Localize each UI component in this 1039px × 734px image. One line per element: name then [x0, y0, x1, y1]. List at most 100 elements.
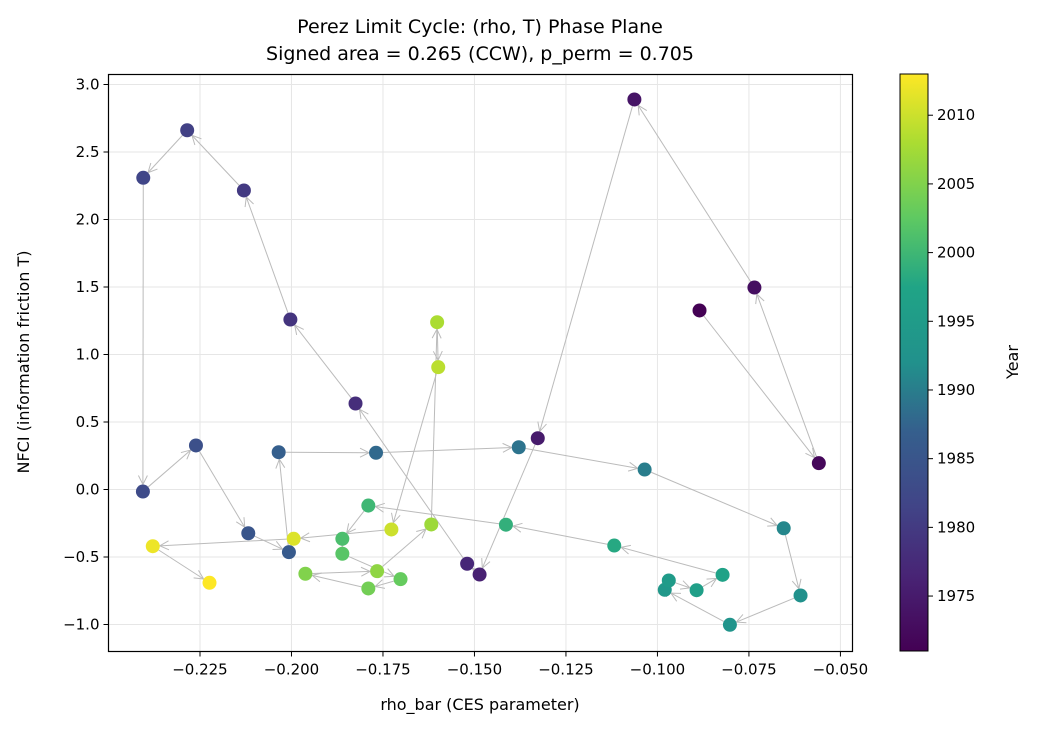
colorbar-ticks: 1975 1980 1985 1990 1995 2000 2005 2010	[928, 106, 975, 605]
point-1978	[349, 397, 363, 411]
arrow-line	[255, 536, 283, 549]
point-1990	[638, 463, 652, 477]
arrow-line	[192, 135, 239, 185]
arrow-line	[246, 197, 288, 313]
arrow-line	[437, 329, 438, 360]
point-1983	[136, 485, 150, 499]
arrow-line	[513, 526, 608, 544]
y-tick-label: 0.0	[76, 480, 100, 498]
colorbar-tick-label: 1980	[937, 518, 975, 536]
point-2006	[370, 564, 384, 578]
colorbar-tick-label: 1985	[937, 450, 975, 468]
x-tick-label: −0.075	[721, 661, 777, 679]
point-1971	[693, 303, 707, 317]
point-1974	[627, 92, 641, 106]
arrows	[138, 105, 816, 622]
y-tick-label: −0.5	[63, 548, 99, 566]
arrow-line	[383, 448, 512, 453]
arrow-line	[482, 445, 535, 568]
point-1996	[690, 583, 704, 597]
colorbar-tick-label: 2000	[937, 244, 975, 262]
chart-title-line2: Signed area = 0.265 (CCW), p_perm = 0.70…	[266, 43, 694, 65]
y-axis: −1.0−0.50.00.51.01.52.02.53.0	[63, 75, 108, 633]
point-1986	[282, 545, 296, 559]
x-tick-label: −0.100	[630, 661, 686, 679]
y-tick-label: 1.5	[76, 278, 100, 296]
point-1982	[136, 171, 150, 185]
point-1998	[607, 539, 621, 553]
x-tick-label: −0.050	[813, 661, 869, 679]
point-1991	[777, 521, 791, 535]
point-1989	[512, 440, 526, 454]
point-2000	[361, 499, 375, 513]
point-2011	[287, 532, 301, 546]
y-tick-label: 1.0	[76, 345, 100, 363]
point-1980	[237, 183, 251, 197]
chart-title-line1: Perez Limit Cycle: (rho, T) Phase Plane	[297, 16, 663, 38]
x-tick-label: −0.175	[355, 661, 411, 679]
point-2003	[394, 572, 408, 586]
point-1988	[369, 446, 383, 460]
arrow-line	[148, 135, 182, 172]
arrow-line	[757, 294, 817, 456]
point-1995	[662, 573, 676, 587]
colorbar-tick-label: 2010	[937, 106, 975, 124]
colorbar	[900, 74, 928, 651]
point-2008	[430, 315, 444, 329]
arrow-line	[621, 547, 716, 573]
point-1985	[241, 526, 255, 540]
arrow-line	[148, 450, 190, 487]
point-2009	[431, 360, 445, 374]
x-tick-label: −0.150	[447, 661, 503, 679]
point-1977	[460, 557, 474, 571]
y-tick-label: 3.0	[76, 75, 100, 93]
point-1975	[531, 431, 545, 445]
point-2013	[203, 576, 217, 590]
arrow-line	[347, 511, 364, 533]
point-1979	[283, 313, 297, 327]
arrow-line	[312, 571, 370, 573]
arrow-line	[704, 316, 815, 458]
arrow-line	[279, 459, 288, 545]
arrow-line	[736, 598, 794, 622]
colorbar-tick-label: 1990	[937, 381, 975, 399]
x-axis: −0.225 −0.200 −0.175 −0.150 −0.125 −0.100 −0.0…	[172, 652, 868, 679]
point-1987	[272, 445, 286, 459]
arrow-line	[159, 550, 204, 579]
point-1973	[747, 281, 761, 295]
arrow-line	[295, 325, 352, 398]
x-axis-label: rho_bar (CES parameter)	[380, 695, 579, 715]
point-2012	[146, 539, 160, 553]
arrow-line	[651, 472, 777, 525]
arrow-line	[540, 106, 633, 431]
x-tick-label: −0.225	[172, 661, 228, 679]
point-1992	[794, 588, 808, 602]
point-1981	[180, 123, 194, 137]
y-tick-label: 2.0	[76, 210, 100, 228]
y-axis-label: NFCI (information friction T)	[14, 250, 33, 473]
point-2005	[298, 567, 312, 581]
point-1999	[499, 518, 513, 532]
point-1997	[716, 568, 730, 582]
points	[136, 92, 826, 631]
point-1972	[812, 456, 826, 470]
point-1993	[723, 618, 737, 632]
arrow-line	[393, 374, 436, 523]
x-tick-label: −0.125	[538, 661, 594, 679]
arrow-line	[638, 105, 751, 281]
arrow-line	[360, 409, 464, 558]
point-1984	[189, 438, 203, 452]
y-tick-label: 2.5	[76, 143, 100, 161]
arrow-line	[526, 448, 638, 468]
colorbar-label: Year	[1003, 345, 1022, 380]
x-tick-label: −0.200	[264, 661, 320, 679]
point-2007	[424, 517, 438, 531]
arrow-line	[785, 535, 798, 589]
colorbar-tick-label: 1995	[937, 312, 975, 330]
colorbar-tick-label: 1975	[937, 587, 975, 605]
y-tick-label: −1.0	[63, 615, 99, 633]
point-2010	[384, 522, 398, 536]
point-2002	[335, 547, 349, 561]
colorbar-tick-label: 2005	[937, 175, 975, 193]
